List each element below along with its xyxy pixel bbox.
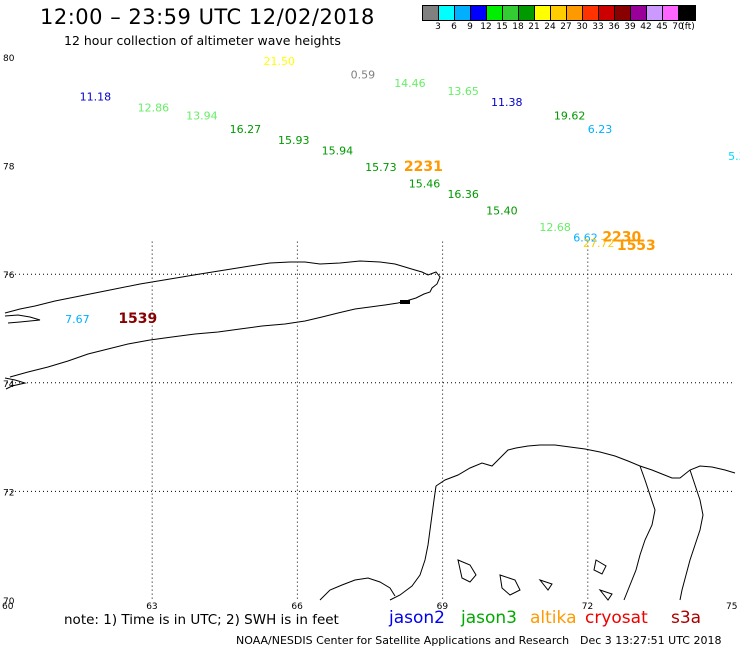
wave-height-label: 27.72	[583, 237, 615, 250]
latitude-label: 70	[3, 597, 15, 607]
wave-height-label: 12.68	[539, 221, 571, 234]
wave-height-label: 7.67	[65, 313, 90, 326]
legend-swatch	[455, 6, 471, 20]
wave-height-label: 5.31	[728, 150, 740, 163]
longitude-label: 60	[2, 602, 14, 612]
legend-tick: 15	[496, 22, 508, 32]
satellite-cryosat: cryosat	[585, 608, 648, 628]
legend-tick: 24	[544, 22, 556, 32]
wave-height-label: 6.23	[588, 123, 613, 136]
legend-tick: 36	[608, 22, 620, 32]
wave-height-label: 2231	[404, 159, 443, 175]
legend-tick: 42	[640, 22, 652, 32]
legend-tick: (ft)	[681, 22, 695, 32]
legend-swatch	[423, 6, 439, 20]
wave-height-label: 1553	[617, 238, 656, 254]
legend-tick: 33	[592, 22, 604, 32]
wave-height-label: 15.94	[322, 145, 354, 158]
wave-height-label: 6.62	[573, 232, 598, 245]
longitude-label: 75	[726, 602, 737, 612]
coastline-novaya-zemlya-south	[4, 314, 41, 390]
legend-swatch	[583, 6, 599, 20]
note-text: note: 1) Time is in UTC; 2) SWH is in fe…	[64, 612, 339, 628]
wave-height-label: 15.73	[365, 161, 397, 174]
wave-height-label: 15.46	[409, 177, 441, 190]
coastline-west-mainland	[319, 577, 396, 601]
legend-tick: 27	[560, 22, 572, 32]
color-legend: 3 6 9 12 15 18 21 24 27 30 33 36 39 42 45 70 (ft)	[422, 5, 696, 33]
latitude-label: 74	[3, 380, 15, 390]
map-title: 12:00 – 23:59 UTC 12/02/2018	[40, 5, 375, 29]
latitude-label: 72	[3, 488, 14, 498]
legend-swatch	[487, 6, 503, 20]
wave-height-label: 14.46	[394, 77, 426, 90]
longitude-label: 72	[582, 602, 593, 612]
map-subtitle: 12 hour collection of altimeter wave hei…	[64, 33, 341, 48]
legend-tick: 39	[624, 22, 636, 32]
satellite-jason3: jason3	[461, 608, 517, 628]
map-grid	[7, 241, 733, 600]
legend-swatch	[599, 6, 615, 20]
legend-tick: 45	[656, 22, 668, 32]
footer-org: NOAA/NESDIS Center for Satellite Applica…	[236, 634, 570, 647]
coastline-islands	[457, 559, 613, 601]
legend-swatch	[567, 6, 583, 20]
latitude-label: 76	[3, 271, 15, 281]
latitude-label: 78	[3, 163, 15, 173]
wave-height-label: 13.94	[186, 109, 218, 122]
wave-height-label: 2230	[602, 230, 641, 246]
legend-tick: 21	[528, 22, 540, 32]
coastline-yamal	[389, 444, 736, 601]
wave-height-label: 11.38	[491, 96, 523, 109]
legend-tick: 30	[576, 22, 588, 32]
legend-swatch	[519, 6, 535, 20]
wave-height-label: 13.65	[447, 85, 479, 98]
legend-swatch	[679, 6, 695, 20]
coastline-novaya-zemlya-north	[4, 260, 441, 378]
wave-height-label: 19.62	[554, 109, 586, 122]
legend-swatch	[535, 6, 551, 20]
legend-tick: 9	[467, 22, 473, 32]
longitude-label: 66	[291, 602, 303, 612]
legend-swatches	[422, 5, 696, 21]
coastlines	[4, 260, 736, 601]
map-marker	[400, 300, 410, 304]
axis-labels: 60 63 66 69 72 75 80 78 76 74 72 70	[2, 54, 737, 612]
satellite-jason2: jason2	[389, 608, 445, 628]
wave-height-label: 12.86	[138, 101, 170, 114]
legend-ticks: 3 6 9 12 15 18 21 24 27 30 33 36 39 42 45 70 (ft)	[422, 21, 696, 33]
wave-height-label: 16.36	[447, 188, 479, 201]
legend-swatch	[551, 6, 567, 20]
legend-swatch	[615, 6, 631, 20]
longitude-label: 63	[146, 602, 157, 612]
legend-tick: 3	[435, 22, 441, 32]
footer-timestamp: Dec 3 13:27:51 UTC 2018	[580, 634, 722, 647]
legend-swatch	[647, 6, 663, 20]
wave-height-label: 21.50	[264, 55, 296, 68]
legend-swatch	[663, 6, 679, 20]
legend-tick: 70	[672, 22, 684, 32]
legend-swatch	[471, 6, 487, 20]
legend-swatch	[503, 6, 519, 20]
wave-height-label: 15.93	[278, 134, 310, 147]
wave-height-label: 16.27	[230, 123, 262, 136]
wave-height-label: 1539	[118, 311, 157, 327]
legend-tick: 12	[480, 22, 492, 32]
legend-swatch	[439, 6, 455, 20]
latitude-label: 80	[3, 54, 15, 64]
legend-tick: 18	[512, 22, 524, 32]
legend-tick: 6	[451, 22, 457, 32]
wave-height-label: 0.59	[351, 69, 376, 82]
longitude-label: 69	[437, 602, 449, 612]
observations: 11.18 12.86 13.94 16.27 15.93 15.94 15.73 2231 1…	[65, 55, 740, 327]
coastline-gulf-of-ob	[623, 465, 704, 601]
wave-height-label: 15.40	[486, 204, 518, 217]
satellite-s3a: s3a	[671, 608, 702, 628]
satellite-altika: altika	[530, 608, 577, 628]
legend-swatch	[631, 6, 647, 20]
wave-height-label: 11.18	[80, 90, 112, 103]
